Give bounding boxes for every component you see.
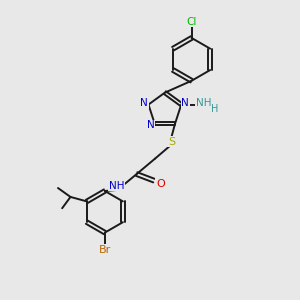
Text: NH: NH	[109, 181, 124, 191]
Text: NH: NH	[196, 98, 211, 108]
Text: S: S	[168, 137, 175, 147]
Text: O: O	[156, 178, 165, 189]
Text: Br: Br	[99, 245, 111, 255]
Text: H: H	[212, 104, 219, 114]
Text: N: N	[147, 120, 155, 130]
Text: Cl: Cl	[186, 16, 197, 27]
Text: N: N	[181, 98, 189, 108]
Text: N: N	[140, 98, 148, 108]
